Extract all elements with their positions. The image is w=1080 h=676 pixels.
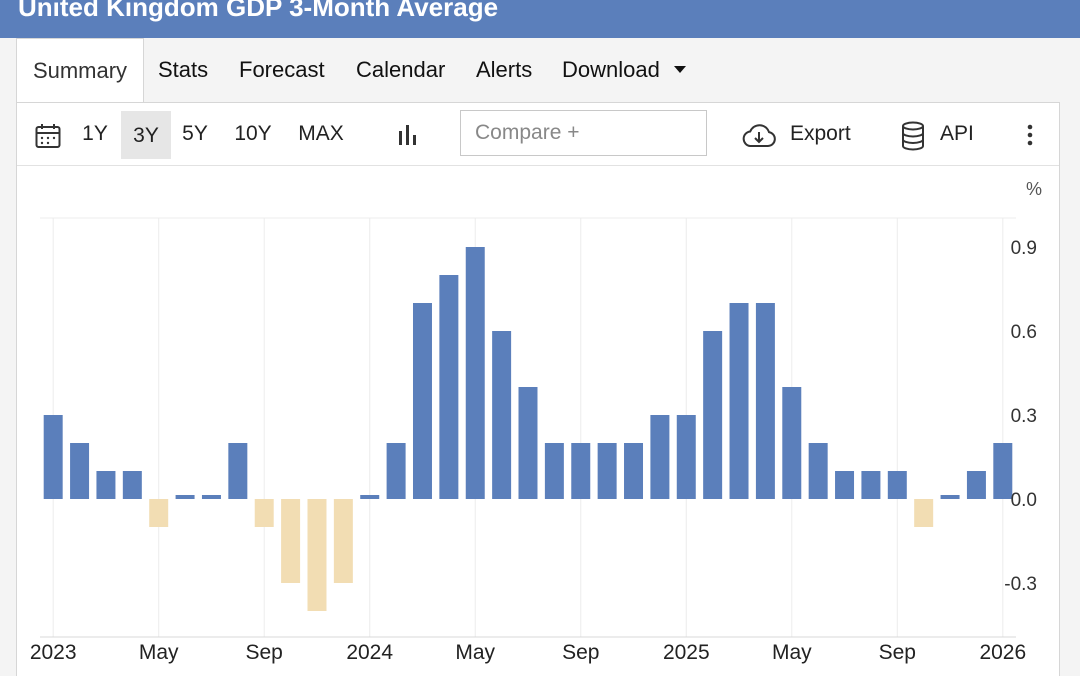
bar-nov-2025[interactable] (940, 495, 960, 499)
bar-chart-icon[interactable] (397, 123, 419, 147)
bar-feb-2025[interactable] (703, 331, 723, 499)
bar-dec-2025[interactable] (966, 471, 986, 499)
range-1y-button[interactable]: 1Y (82, 122, 108, 145)
x-tick-label: Sep (562, 641, 599, 664)
calendar-icon[interactable] (35, 123, 61, 149)
bar-mar-2023[interactable] (96, 471, 116, 499)
x-tick-label: 2023 (30, 641, 77, 664)
more-vertical-icon[interactable] (1024, 123, 1036, 147)
y-tick-label: 0.6 (1011, 322, 1037, 343)
tab-alerts[interactable]: Alerts (476, 57, 533, 82)
chart-toolbar: 1Y 3Y 5Y 10Y MAX Compare + Export API (17, 103, 1059, 166)
bar-jul-2025[interactable] (835, 471, 855, 499)
y-tick-label: 0.0 (1011, 490, 1037, 511)
bar-apr-2024[interactable] (439, 275, 459, 499)
bar-oct-2023[interactable] (281, 499, 301, 583)
bar-jun-2025[interactable] (808, 443, 828, 499)
bar-nov-2024[interactable] (624, 443, 644, 499)
tab-download-label: Download (562, 57, 660, 82)
range-3y-button[interactable]: 3Y (121, 111, 171, 159)
export-button[interactable]: Export (790, 122, 851, 145)
bar-may-2023[interactable] (149, 499, 169, 527)
bar-dec-2024[interactable] (650, 415, 670, 499)
tab-stats[interactable]: Stats (158, 57, 209, 82)
bar-jan-2023[interactable] (43, 415, 63, 499)
chart-panel: 1Y 3Y 5Y 10Y MAX Compare + Export API (16, 102, 1060, 676)
bar-may-2024[interactable] (465, 247, 485, 499)
bar-feb-2023[interactable] (70, 443, 90, 499)
bar-jul-2023[interactable] (201, 495, 221, 499)
x-tick-label: Sep (879, 641, 916, 664)
bar-jan-2026[interactable] (993, 443, 1013, 499)
tab-summary[interactable]: Summary (16, 38, 144, 104)
bar-jan-2025[interactable] (676, 415, 696, 499)
bar-feb-2024[interactable] (386, 443, 406, 499)
bar-dec-2023[interactable] (333, 499, 353, 583)
tab-download[interactable]: Download (562, 38, 686, 102)
y-tick-label: 0.3 (1011, 406, 1037, 427)
bar-jan-2024[interactable] (360, 495, 380, 499)
bar-aug-2024[interactable] (544, 443, 564, 499)
x-tick-label: 2025 (663, 641, 710, 664)
x-tick-label: May (772, 641, 812, 664)
x-tick-label: May (139, 641, 179, 664)
x-tick-label: 2026 (979, 641, 1026, 664)
compare-input[interactable]: Compare + (460, 110, 707, 156)
x-tick-label: 2024 (346, 641, 393, 664)
bar-sep-2025[interactable] (887, 471, 907, 499)
bar-mar-2024[interactable] (412, 303, 432, 499)
bar-aug-2025[interactable] (861, 471, 881, 499)
bar-aug-2023[interactable] (228, 443, 248, 499)
range-10y-button[interactable]: 10Y (234, 122, 272, 145)
api-button[interactable]: API (940, 122, 974, 145)
bar-sep-2024[interactable] (571, 443, 591, 499)
bar-oct-2024[interactable] (597, 443, 617, 499)
x-axis-labels: 2023 May Sep 2024 May Sep 2025 May Sep 2026 (30, 641, 1026, 664)
x-tick-label: Sep (246, 641, 283, 664)
bar-may-2025[interactable] (782, 387, 802, 499)
bar-mar-2025[interactable] (729, 303, 749, 499)
bar-apr-2023[interactable] (122, 471, 142, 499)
tab-forecast[interactable]: Forecast (239, 57, 325, 82)
tab-calendar[interactable]: Calendar (356, 57, 446, 82)
bar-jun-2023[interactable] (175, 495, 195, 499)
bar-oct-2025[interactable] (914, 499, 934, 527)
range-5y-button[interactable]: 5Y (182, 122, 208, 145)
unit-label: % (1026, 179, 1042, 199)
bar-nov-2023[interactable] (307, 499, 327, 611)
tab-bar: Summary Stats Forecast Calendar Alerts D… (16, 38, 1064, 104)
chevron-down-icon (673, 65, 686, 73)
x-tick-label: May (455, 641, 495, 664)
y-axis-labels: 0.9 0.6 0.3 0.0 -0.3 (1004, 238, 1037, 595)
range-max-button[interactable]: MAX (298, 122, 344, 145)
bar-jul-2024[interactable] (518, 387, 538, 499)
cloud-download-icon[interactable] (741, 123, 777, 149)
y-tick-label: -0.3 (1004, 574, 1037, 595)
y-tick-label: 0.9 (1011, 238, 1037, 259)
database-icon[interactable] (901, 121, 925, 151)
bar-sep-2023[interactable] (254, 499, 274, 527)
bar-jun-2024[interactable] (492, 331, 512, 499)
bar-apr-2025[interactable] (755, 303, 775, 499)
page-title: United Kingdom GDP 3-Month Average (18, 0, 499, 22)
page-header: United Kingdom GDP 3-Month Average (0, 0, 1080, 38)
bars (43, 247, 1013, 611)
